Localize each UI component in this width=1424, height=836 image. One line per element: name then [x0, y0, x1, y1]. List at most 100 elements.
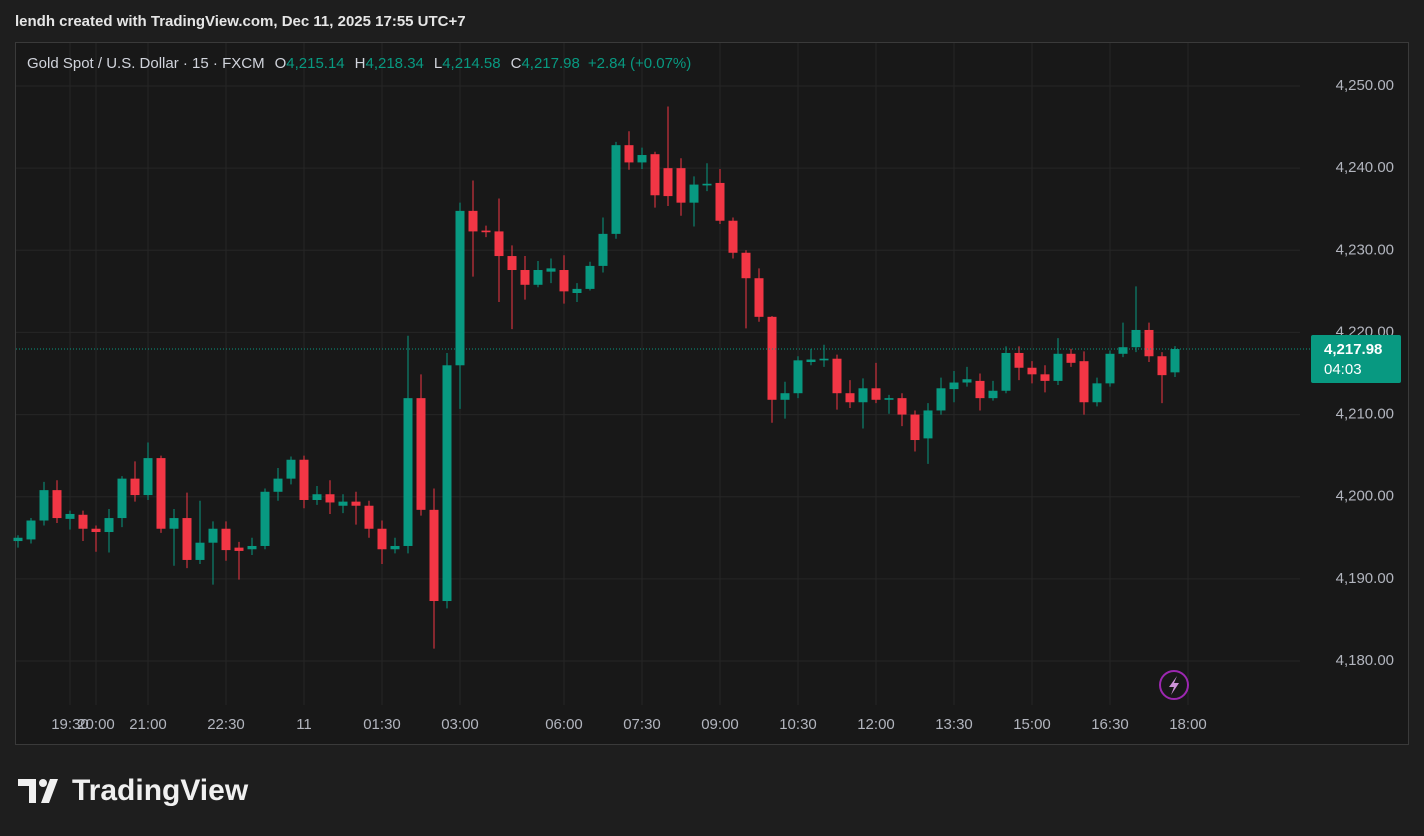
- x-tick-label: 21:00: [129, 716, 167, 733]
- candle-body: [117, 478, 127, 519]
- candle-body: [520, 270, 530, 285]
- x-tick-label: 13:30: [935, 716, 973, 733]
- candle-body: [429, 509, 439, 602]
- candle-body: [260, 491, 270, 546]
- candle-body: [1118, 347, 1128, 354]
- candle-body: [1014, 352, 1024, 368]
- x-tick-label: 15:00: [1013, 716, 1051, 733]
- legend-header: Gold Spot / U.S. Dollar · 15 · FXCM O4,21…: [27, 55, 691, 72]
- candle-body: [338, 501, 348, 506]
- candle-body: [559, 270, 569, 292]
- candle-body: [377, 528, 387, 550]
- candle-body: [221, 528, 231, 551]
- y-tick-label: 4,210.00: [1336, 406, 1394, 423]
- candle-body: [1157, 356, 1167, 376]
- x-tick-label: 09:00: [701, 716, 739, 733]
- candle-body: [468, 210, 478, 232]
- ohlc-value: 4,214.58: [442, 55, 500, 72]
- candle-body: [819, 358, 829, 361]
- candle-body: [949, 382, 959, 390]
- symbol-title: Gold Spot / U.S. Dollar · 15 · FXCM: [27, 55, 265, 72]
- lightning-icon: [1159, 670, 1189, 700]
- last-price-tag: [1311, 335, 1401, 384]
- candle-body: [923, 410, 933, 439]
- x-tick-label: 03:00: [441, 716, 479, 733]
- ohlc-key: C: [511, 55, 522, 72]
- x-tick-label: 22:30: [207, 716, 245, 733]
- candle-body: [494, 231, 504, 257]
- x-tick-label: 11: [296, 716, 312, 733]
- candle-body: [572, 288, 582, 294]
- y-tick-label: 4,240.00: [1336, 159, 1394, 176]
- candle-body: [442, 365, 452, 602]
- countdown: 04:03: [1324, 361, 1362, 378]
- candle-body: [104, 518, 114, 533]
- x-tick-label: 10:30: [779, 716, 817, 733]
- x-tick-label: 19:30: [51, 716, 89, 733]
- candle-body: [702, 183, 712, 186]
- y-tick-label: 4,180.00: [1336, 652, 1394, 669]
- x-tick-label: 16:30: [1091, 716, 1129, 733]
- candle-body: [403, 398, 413, 546]
- candle-body: [793, 360, 803, 394]
- candle-body: [195, 542, 205, 560]
- x-tick-label: 12:00: [857, 716, 895, 733]
- candle-body: [598, 233, 608, 266]
- y-tick-label: 4,230.00: [1336, 241, 1394, 258]
- candle-body: [1079, 361, 1089, 403]
- candle-body: [1027, 367, 1037, 375]
- candle-body: [1170, 349, 1180, 373]
- candle-body: [507, 256, 517, 271]
- candle-body: [936, 388, 946, 411]
- candle-body: [962, 379, 972, 383]
- candle-body: [312, 494, 322, 500]
- x-tick-label: 06:00: [545, 716, 583, 733]
- candle-body: [351, 501, 361, 506]
- x-tick-label: 20:00: [77, 716, 115, 733]
- candle-body: [871, 388, 881, 400]
- candle-body: [650, 154, 660, 196]
- x-tick-label: 01:30: [363, 716, 401, 733]
- candle-body: [286, 459, 296, 479]
- candle-body: [845, 393, 855, 403]
- ohlc-value: 4,218.34: [365, 55, 423, 72]
- candle-body: [273, 478, 283, 492]
- candle-body: [182, 518, 192, 560]
- candle-body: [533, 270, 543, 285]
- candle-body: [884, 398, 894, 400]
- candle-body: [78, 514, 88, 529]
- candle-body: [1131, 329, 1141, 348]
- candle-body: [143, 458, 153, 496]
- candle-body: [455, 210, 465, 366]
- candle-body: [546, 268, 556, 272]
- candle-body: [624, 145, 634, 163]
- candle-body: [26, 520, 36, 540]
- ohlc-key: L: [434, 55, 442, 72]
- logo: TradingView: [18, 774, 249, 807]
- candle-body: [1105, 353, 1115, 384]
- candle-body: [1053, 353, 1063, 381]
- candle-body: [780, 393, 790, 400]
- candle-body: [481, 230, 491, 233]
- candle-body: [325, 494, 335, 503]
- candle-body: [637, 155, 647, 163]
- candle-body: [1144, 329, 1154, 357]
- logo-text: TradingView: [72, 774, 249, 807]
- candle-body: [741, 252, 751, 279]
- candle-body: [1066, 353, 1076, 363]
- x-tick-label: 07:30: [623, 716, 661, 733]
- candle-body: [689, 184, 699, 203]
- candle-body: [39, 490, 49, 521]
- candle-body: [91, 528, 101, 533]
- ohlc-value: 4,217.98: [521, 55, 579, 72]
- candle-body: [416, 398, 426, 510]
- chart-frame: [15, 42, 1409, 745]
- candle-body: [169, 518, 179, 529]
- candle-body: [156, 458, 166, 529]
- candle-body: [13, 537, 23, 542]
- candle-body: [663, 168, 673, 197]
- candle-body: [858, 388, 868, 403]
- candle-body: [897, 398, 907, 415]
